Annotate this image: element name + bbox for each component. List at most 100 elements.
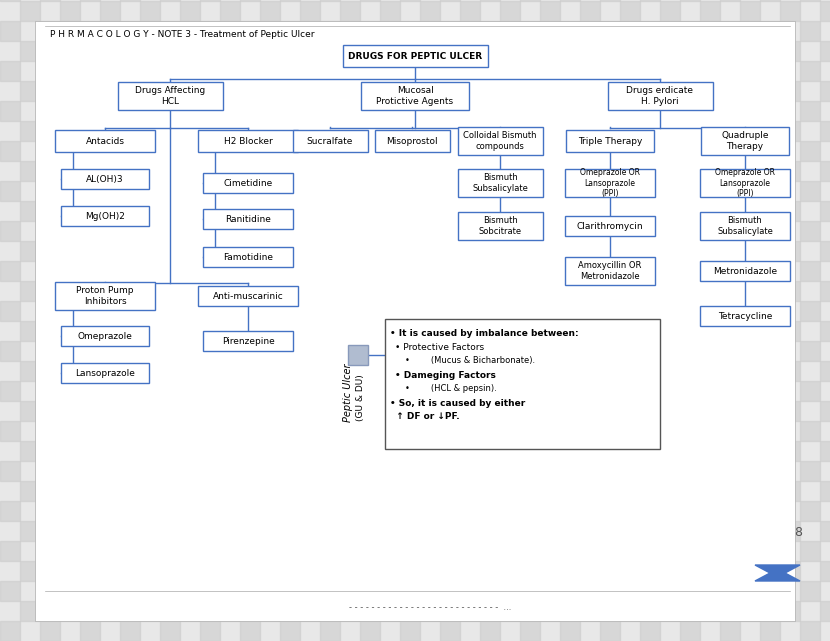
Bar	[320, 381, 340, 401]
Bar	[20, 481, 40, 501]
Bar	[400, 221, 420, 241]
Bar	[40, 221, 60, 241]
Bar	[320, 541, 340, 561]
Bar	[620, 201, 640, 221]
Bar	[140, 41, 160, 61]
Bar	[440, 621, 460, 641]
Bar	[480, 0, 500, 1]
Bar	[380, 401, 400, 421]
Bar	[580, 41, 600, 61]
Bar	[260, 601, 280, 621]
Bar	[460, 361, 480, 381]
Bar	[0, 261, 20, 281]
Bar	[600, 301, 620, 321]
Bar	[360, 581, 380, 601]
Bar	[780, 121, 800, 141]
Bar	[560, 0, 580, 1]
Bar	[760, 261, 780, 281]
Bar	[500, 281, 520, 301]
Bar	[640, 421, 660, 441]
Bar	[460, 321, 480, 341]
Bar	[740, 201, 760, 221]
Bar	[660, 201, 680, 221]
Bar	[460, 561, 480, 581]
Bar	[740, 441, 760, 461]
Bar	[260, 281, 280, 301]
Bar	[800, 101, 820, 121]
Bar	[620, 121, 640, 141]
Bar	[100, 481, 120, 501]
Bar	[740, 1, 760, 21]
Bar	[640, 221, 660, 241]
Bar	[120, 461, 140, 481]
Bar	[500, 481, 520, 501]
Bar	[300, 481, 320, 501]
Bar	[600, 0, 620, 1]
Bar	[200, 221, 220, 241]
Bar	[300, 1, 320, 21]
Bar	[100, 521, 120, 541]
Bar	[660, 41, 680, 61]
Bar	[200, 541, 220, 561]
Bar	[820, 1, 830, 21]
Bar	[680, 381, 700, 401]
Bar	[520, 61, 540, 81]
Bar	[400, 0, 420, 1]
Bar	[160, 341, 180, 361]
Bar	[420, 521, 440, 541]
Bar	[480, 381, 500, 401]
Bar	[780, 561, 800, 581]
Bar	[740, 401, 760, 421]
Bar	[320, 341, 340, 361]
Bar	[500, 121, 520, 141]
Bar	[160, 461, 180, 481]
Bar	[660, 601, 680, 621]
Bar	[800, 461, 820, 481]
Bar	[520, 101, 540, 121]
FancyBboxPatch shape	[61, 206, 149, 226]
Bar	[60, 1, 80, 21]
Bar	[80, 21, 100, 41]
Bar	[540, 441, 560, 461]
Bar	[380, 441, 400, 461]
Bar	[640, 541, 660, 561]
Bar	[500, 521, 520, 541]
Bar	[520, 461, 540, 481]
Bar	[360, 341, 380, 361]
Bar	[500, 41, 520, 61]
Bar	[760, 181, 780, 201]
Bar	[120, 21, 140, 41]
Bar	[640, 61, 660, 81]
Bar	[300, 161, 320, 181]
Bar	[660, 361, 680, 381]
Bar	[700, 601, 720, 621]
Bar	[220, 121, 240, 141]
Text: • Protective Factors: • Protective Factors	[395, 343, 484, 352]
Bar	[560, 541, 580, 561]
Bar	[380, 41, 400, 61]
Bar	[480, 341, 500, 361]
Bar	[640, 501, 660, 521]
Bar	[720, 501, 740, 521]
Bar	[220, 201, 240, 221]
Bar	[520, 21, 540, 41]
Bar	[780, 601, 800, 621]
Bar	[20, 161, 40, 181]
Bar	[560, 341, 580, 361]
Bar	[780, 441, 800, 461]
Bar	[120, 501, 140, 521]
Text: Misoprostol: Misoprostol	[386, 137, 437, 146]
FancyBboxPatch shape	[118, 82, 222, 110]
Bar	[540, 401, 560, 421]
Bar	[700, 321, 720, 341]
Bar	[320, 501, 340, 521]
FancyBboxPatch shape	[61, 326, 149, 346]
Bar	[660, 1, 680, 21]
Bar	[600, 221, 620, 241]
Bar	[360, 61, 380, 81]
Bar	[200, 621, 220, 641]
Bar	[0, 21, 20, 41]
Bar	[180, 361, 200, 381]
Bar	[380, 361, 400, 381]
Bar	[660, 81, 680, 101]
